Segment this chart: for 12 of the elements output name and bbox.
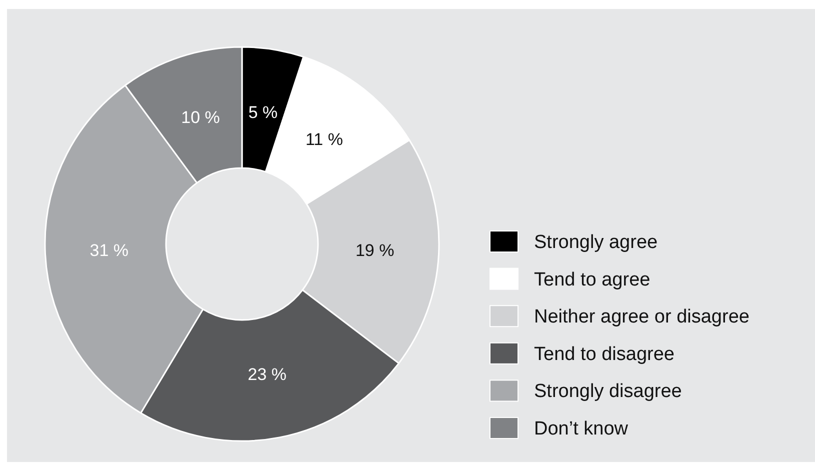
- legend-label: Don’t know: [534, 418, 628, 440]
- data-label: 5 %: [248, 103, 278, 122]
- legend-label: Strongly disagree: [534, 381, 682, 402]
- data-label: 19 %: [355, 240, 394, 260]
- data-label: 31 %: [90, 240, 129, 260]
- legend-label: Tend to disagree: [534, 344, 674, 365]
- data-label: 11 %: [305, 130, 343, 149]
- data-label: 10 %: [181, 108, 220, 128]
- data-label: 23 %: [248, 365, 287, 384]
- legend-label: Neither agree or disagree: [534, 306, 750, 328]
- legend-label: Tend to agree: [534, 269, 650, 290]
- legend-label: Strongly agree: [534, 232, 658, 253]
